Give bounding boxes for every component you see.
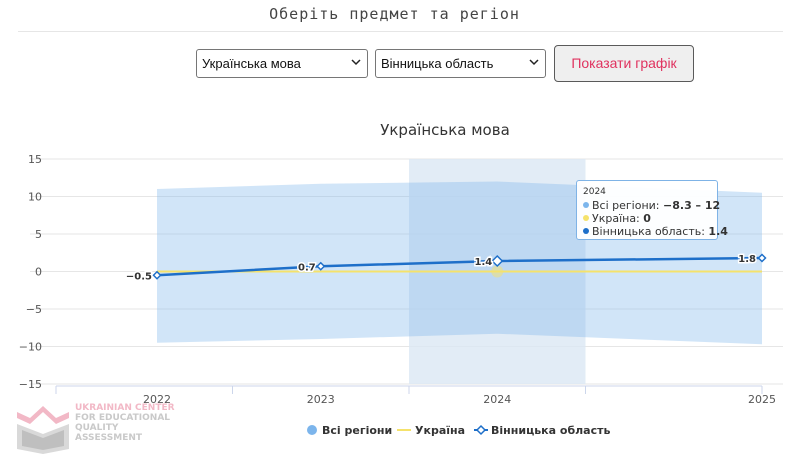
tooltip-value: −8.3 – 12 [663,199,721,212]
vinnytsia-point [757,253,767,263]
y-tick-label: −5 [26,303,42,316]
legend-label-all-regions: Всі регіони [322,424,392,437]
vinnytsia-data-label: 1.4 [475,257,493,268]
logo-line: UKRAINIAN CENTER [75,403,175,413]
tooltip-dot [583,215,589,221]
logo-line: QUALITY [75,423,119,433]
logo-line: FOR EDUCATIONAL [75,413,171,423]
series-vinnytsia-line[interactable] [156,256,763,277]
series-vinnytsia-data-labels: −0.5 0.7 1.4 1.8 [124,253,757,284]
chart-tooltip: 2024 Всі регіони: −8.3 – 12 Україна: 0 В… [576,180,728,240]
y-tick-label: 0 [35,266,42,279]
legend: Всі регіони Україна Вінницька область [307,424,611,437]
subject-select-value: Українська мова [202,56,301,71]
tooltip-year: 2024 [583,187,606,197]
tooltip-label: Україна: [592,212,644,225]
ucequa-logo-icon [17,406,69,454]
x-axis-labels: 2022 2023 2024 2025 [143,393,776,406]
show-chart-button[interactable]: Показати графік [554,45,694,82]
logo-line: ASSESSMENT [75,433,143,443]
y-axis-labels: 15 10 5 0 −5 −10 −15 [19,153,42,391]
tooltip-row-ukraine: Україна: 0 [583,212,717,225]
x-tick-label: 2024 [483,393,511,406]
tooltip-dot [583,202,589,208]
vinnytsia-point [152,270,162,280]
tooltip-dot [583,228,589,234]
tooltip-row-all-regions: Всі регіони: −8.3 – 12 [583,199,721,212]
legend-symbol-vinnytsia-marker [475,424,487,436]
logo-text: UKRAINIAN CENTER FOR EDUCATIONAL QUALITY… [75,403,175,443]
tooltip-label: Всі регіони: [592,199,664,212]
chevron-down-icon [351,59,361,66]
vinnytsia-point [316,261,326,271]
vinnytsia-data-label: 1.8 [738,254,756,265]
tooltip-label: Вінницька область: [592,225,709,238]
chevron-down-icon [529,59,539,66]
tooltip-value: 0 [643,212,651,225]
tooltip-value: 1.4 [708,225,728,238]
y-tick-label: 15 [28,153,42,166]
page-title: Оберіть предмет та регіон [269,5,520,23]
x-tick-label: 2025 [748,393,776,406]
subject-select[interactable]: Українська мова [196,49,368,78]
y-tick-label: 5 [35,228,42,241]
y-tick-label: −15 [19,378,42,391]
region-select-value: Вінницька область [381,56,494,71]
legend-label-ukraine: Україна [415,424,465,437]
region-select[interactable]: Вінницька область [375,49,546,78]
tooltip-row-vinnytsia: Вінницька область: 1.4 [583,225,728,238]
legend-symbol-all-regions [307,425,317,435]
vinnytsia-point [491,254,504,268]
vinnytsia-data-label: 0.7 [298,262,316,273]
header-divider [18,31,783,32]
ukraine-point-hover [491,265,504,278]
chart-title: Українська мова [380,121,510,139]
y-tick-label: −10 [19,341,42,354]
x-axis-ticks [55,386,763,394]
legend-label-vinnytsia: Вінницька область [491,424,611,437]
x-tick-label: 2023 [307,393,335,406]
x-tick-label: 2022 [143,393,171,406]
y-tick-label: 10 [28,191,42,204]
series-vinnytsia-points [152,253,767,280]
vinnytsia-data-label: −0.5 [126,271,152,282]
